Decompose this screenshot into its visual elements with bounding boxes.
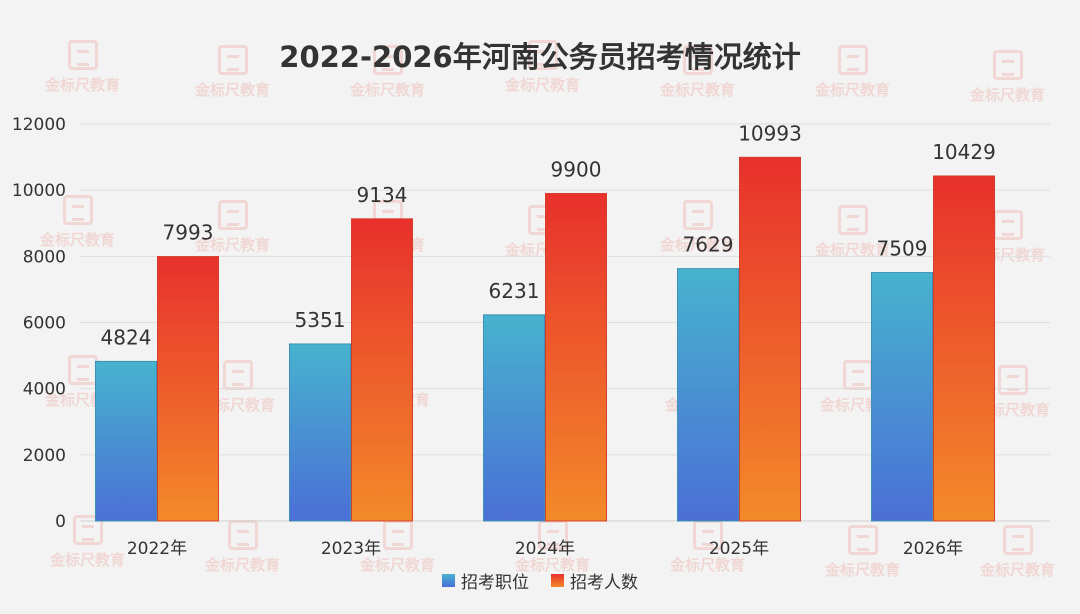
watermark: 金标尺教育 <box>505 40 580 95</box>
bar-applicants <box>933 175 995 522</box>
watermark: 金标尺教育 <box>195 200 270 255</box>
watermark-logo-icon <box>837 45 868 75</box>
bar-applicants <box>351 218 413 522</box>
watermark: 金标尺教育 <box>815 45 890 100</box>
chart-title: 2022-2026年河南公务员招考情况统计 <box>279 40 801 74</box>
x-tick-label: 2024年 <box>515 539 575 559</box>
bar-applicants <box>545 192 607 522</box>
legend-swatch-applicants <box>551 574 564 587</box>
watermark-logo-icon <box>372 45 403 75</box>
legend-item-positions: 招考职位 <box>442 568 529 593</box>
watermark-logo-icon <box>217 45 248 75</box>
watermark: 金标尺教育 <box>45 40 120 95</box>
watermark: 金标尺教育 <box>970 50 1045 105</box>
watermark-logo-icon <box>997 365 1028 395</box>
data-label: 7509 <box>877 237 928 261</box>
x-tick-label: 2022年 <box>127 539 187 559</box>
watermark: 金标尺教育 <box>815 205 890 260</box>
bar-positions <box>95 360 157 522</box>
data-label: 4824 <box>101 325 152 349</box>
watermark-logo-icon <box>682 45 713 75</box>
watermark-logo-icon <box>217 200 248 230</box>
watermark-logo-icon <box>67 40 98 70</box>
watermark: 金标尺教育 <box>50 515 125 570</box>
chart-legend: 招考职位 招考人数 <box>0 568 1080 593</box>
watermark-logo-icon <box>847 525 878 555</box>
x-tick-label: 2026年 <box>903 539 963 559</box>
watermark: 金标尺教育 <box>40 195 115 250</box>
watermark-logo-icon <box>62 195 93 225</box>
watermark: 金标尺教育 <box>980 525 1055 580</box>
bar-positions <box>677 268 739 522</box>
data-label: 6231 <box>489 279 540 303</box>
watermark: 金标尺教育 <box>825 525 900 580</box>
watermark: 金标尺教育 <box>660 45 735 100</box>
watermark-logo-icon <box>527 40 558 70</box>
data-label: 9900 <box>551 157 602 181</box>
legend-item-applicants: 招考人数 <box>551 568 638 593</box>
y-tick-label: 6000 <box>23 314 66 334</box>
legend-swatch-positions <box>442 574 455 587</box>
bar-positions <box>289 343 351 522</box>
data-label: 5351 <box>295 308 346 332</box>
y-tick-label: 8000 <box>23 247 66 267</box>
data-label: 7629 <box>683 233 734 257</box>
bar-applicants <box>739 156 801 522</box>
y-tick-label: 12000 <box>12 115 66 135</box>
watermark-logo-icon <box>837 205 868 235</box>
watermark-logo-icon <box>682 200 713 230</box>
x-tick-label: 2025年 <box>709 539 769 559</box>
bar-applicants <box>157 256 219 522</box>
watermark: 金标尺教育 <box>195 45 270 100</box>
legend-label-applicants: 招考人数 <box>570 573 638 593</box>
watermark-logo-icon <box>992 50 1023 80</box>
legend-label-positions: 招考职位 <box>461 573 529 593</box>
bar-positions <box>871 272 933 522</box>
watermark-logo-icon <box>72 515 103 545</box>
y-tick-label: 0 <box>55 512 66 532</box>
y-tick-label: 4000 <box>23 380 66 400</box>
x-tick-label: 2023年 <box>321 539 381 559</box>
data-label: 10993 <box>738 121 802 145</box>
bar-positions <box>483 314 545 522</box>
watermark: 金标尺教育 <box>350 45 425 100</box>
watermark-logo-icon <box>1002 525 1033 555</box>
data-label: 7993 <box>163 221 214 245</box>
watermark: 金标尺教育 <box>660 200 735 255</box>
y-tick-label: 2000 <box>23 446 66 466</box>
data-label: 10429 <box>932 140 996 164</box>
data-label: 9134 <box>357 183 408 207</box>
y-tick-label: 10000 <box>12 181 66 201</box>
